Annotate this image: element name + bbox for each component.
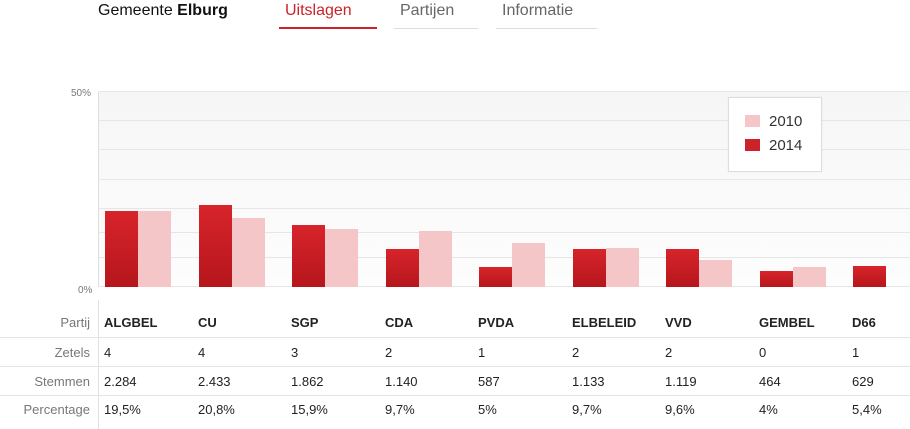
bar-cu-2010[interactable] [231, 218, 265, 287]
row-label-votes: Stemmen [34, 374, 90, 389]
legend-swatch-2010 [745, 115, 760, 128]
cell-percentage-vvd: 9,6% [665, 402, 695, 417]
gridline [98, 179, 910, 180]
chart-legend: 2010 2014 [728, 97, 822, 172]
table-row-seats: Zetels 4 4 3 2 1 2 2 0 1 [0, 337, 910, 367]
cell-votes-pvda: 587 [478, 374, 500, 389]
cell-seats-elbeleid: 2 [572, 345, 580, 360]
municipality-name: Elburg [177, 2, 228, 19]
cell-percentage-sgp: 15,9% [291, 402, 328, 417]
gridline [98, 91, 910, 92]
bar-vvd-2010[interactable] [699, 260, 732, 287]
cell-percentage-d66: 5,4% [852, 402, 882, 417]
legend-item-2010[interactable]: 2010 [745, 113, 802, 130]
y-tick-label-max: 50% [71, 88, 92, 99]
cell-votes-cu: 2.433 [198, 374, 231, 389]
cell-votes-vvd: 1.119 [665, 374, 697, 389]
bar-cda-2014[interactable] [385, 249, 419, 287]
cell-seats-algbel: 4 [104, 345, 112, 360]
cell-party-elbeleid: ELBELEID [572, 315, 637, 330]
cell-party-pvda: PVDA [478, 315, 515, 330]
bar-algbel-2014[interactable] [105, 211, 138, 287]
page-title: Gemeente Elburg [98, 2, 228, 20]
cell-percentage-pvda: 5% [478, 402, 497, 417]
legend-swatch-2014 [745, 139, 760, 152]
bar-elbeleid-2010[interactable] [605, 248, 639, 287]
bar-pvda-2010[interactable] [512, 243, 545, 287]
row-label-seats: Zetels [54, 345, 90, 360]
y-tick-label-min: 0% [78, 285, 93, 296]
bar-gembel-2014[interactable] [759, 271, 793, 287]
cell-votes-gembel: 464 [759, 374, 781, 389]
cell-seats-d66: 1 [852, 345, 860, 360]
cell-percentage-gembel: 4% [759, 402, 778, 417]
gridline [98, 120, 910, 121]
cell-seats-sgp: 3 [291, 345, 299, 360]
gridline [98, 257, 910, 258]
tab-uitslagen[interactable]: Uitslagen [279, 0, 377, 29]
cell-votes-sgp: 1.862 [291, 374, 324, 389]
table-divider [98, 300, 99, 429]
cell-party-gembel: GEMBEL [759, 315, 815, 330]
cell-party-sgp: SGP [291, 315, 319, 330]
cell-party-algbel: ALGBEL [104, 315, 158, 330]
table-row-percentage: Percentage 19,5% 20,8% 15,9% 9,7% 5% 9,7% 9,6%… [0, 395, 910, 425]
bar-pvda-2014[interactable] [479, 267, 512, 287]
cell-seats-vvd: 2 [665, 345, 673, 360]
cell-seats-cda: 2 [385, 345, 393, 360]
legend-label-2010: 2010 [769, 113, 803, 130]
legend-item-2014[interactable]: 2014 [745, 137, 802, 154]
bar-cu-2014[interactable] [198, 205, 232, 287]
cell-percentage-algbel: 19,5% [104, 402, 141, 417]
tab-informatie[interactable]: Informatie [496, 0, 597, 29]
bar-sgp-2010[interactable] [325, 229, 358, 287]
cell-votes-d66: 629 [852, 374, 874, 389]
bar-sgp-2014[interactable] [292, 225, 325, 287]
gridline [98, 208, 910, 209]
bar-vvd-2014[interactable] [666, 249, 699, 287]
cell-seats-pvda: 1 [478, 345, 486, 360]
cell-percentage-cu: 20,8% [198, 402, 235, 417]
gridline [98, 232, 910, 233]
cell-votes-elbeleid: 1.133 [572, 374, 605, 389]
legend-label-2014: 2014 [769, 137, 803, 154]
cell-votes-algbel: 2.284 [104, 374, 137, 389]
tab-label: Informatie [502, 2, 574, 19]
bar-gembel-2010[interactable] [792, 267, 826, 287]
table-row-party: Partij ALGBEL CU SGP CDA PVDA ELBELEID VVD GEMB… [0, 307, 910, 336]
tab-partijen[interactable]: Partijen [394, 0, 478, 29]
bar-d66-2014[interactable] [853, 266, 886, 287]
cell-percentage-cda: 9,7% [385, 402, 415, 417]
cell-party-vvd: VVD [665, 315, 692, 330]
title-prefix: Gemeente [98, 2, 173, 19]
cell-seats-cu: 4 [198, 345, 206, 360]
cell-party-cu: CU [198, 315, 217, 330]
tab-label: Partijen [400, 2, 455, 19]
cell-percentage-elbeleid: 9,7% [572, 402, 602, 417]
row-label-party: Partij [60, 315, 90, 330]
gridline [98, 149, 910, 150]
table-row-votes: Stemmen 2.284 2.433 1.862 1.140 587 1.133 1.11… [0, 366, 910, 396]
bar-elbeleid-2014[interactable] [572, 249, 606, 287]
bar-cda-2010[interactable] [418, 231, 452, 287]
tab-label: Uitslagen [285, 2, 352, 19]
cell-votes-cda: 1.140 [385, 374, 418, 389]
cell-party-d66: D66 [852, 315, 876, 330]
cell-seats-gembel: 0 [759, 345, 767, 360]
bar-algbel-2010[interactable] [138, 211, 171, 287]
row-label-percentage: Percentage [23, 402, 91, 417]
cell-party-cda: CDA [385, 315, 414, 330]
